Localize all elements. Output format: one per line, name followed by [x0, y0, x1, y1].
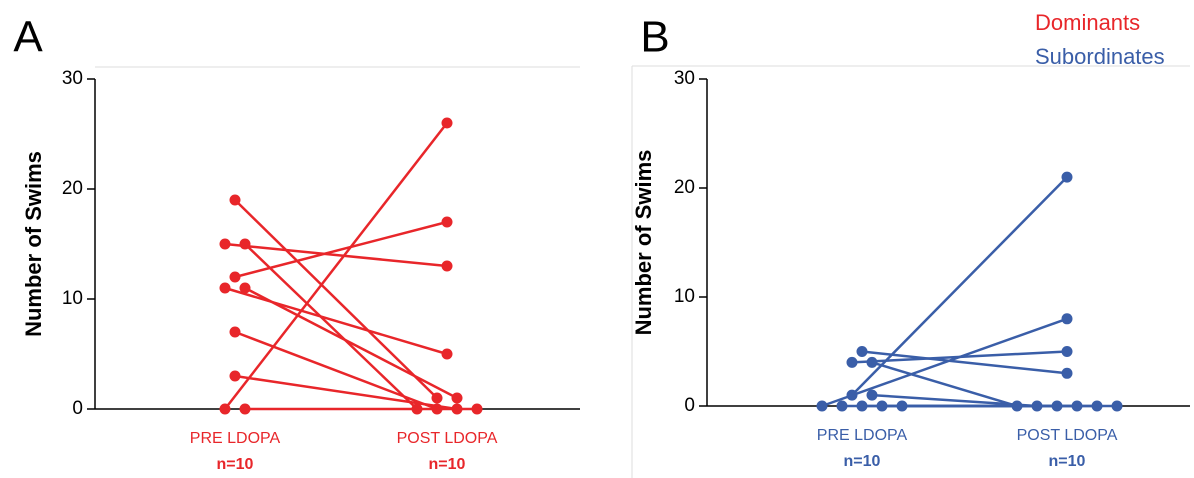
y-tick-label: 30: [674, 68, 695, 89]
data-point: [1051, 400, 1063, 412]
data-point: [856, 346, 868, 357]
data-point: [1061, 346, 1073, 357]
data-point: [876, 400, 888, 412]
pair-line: [871, 361, 1018, 408]
data-point: [411, 403, 423, 415]
y-tick-label: 0: [72, 398, 83, 419]
data-point: [229, 194, 241, 206]
panel-label: B: [640, 13, 669, 62]
y-axis-title: Number of Swims: [21, 151, 46, 337]
data-point: [431, 392, 443, 404]
data-point: [431, 403, 443, 415]
pair-line: [224, 122, 448, 410]
data-point: [1011, 400, 1023, 412]
data-point: [239, 403, 251, 415]
data-point: [856, 400, 868, 412]
data-point: [219, 403, 231, 415]
data-point: [229, 370, 241, 382]
data-point: [1061, 171, 1073, 183]
data-point: [441, 216, 453, 228]
data-point: [816, 400, 828, 412]
data-point: [1061, 313, 1073, 325]
y-tick-label: 30: [62, 68, 83, 89]
y-tick-label: 20: [674, 177, 695, 198]
sample-size: n=10: [1049, 453, 1086, 470]
pair-line: [871, 393, 1038, 408]
pair-line: [821, 317, 1068, 408]
data-point: [219, 238, 231, 250]
data-point: [836, 400, 848, 412]
y-axis-title: Number of Swims: [631, 150, 656, 336]
legend-entry: Dominants: [1035, 10, 1140, 35]
data-point: [441, 117, 453, 129]
pair-line: [851, 350, 1068, 364]
x-tick-label: POST LDOPA: [397, 430, 498, 447]
data-point: [441, 348, 453, 360]
sample-size: n=10: [429, 456, 466, 473]
data-point: [239, 282, 251, 294]
sample-size: n=10: [217, 456, 254, 473]
data-point: [896, 400, 908, 412]
data-point: [1061, 367, 1073, 379]
data-point: [866, 356, 878, 368]
data-point: [239, 238, 251, 250]
data-point: [866, 389, 878, 401]
legend-entry: Subordinates: [1035, 44, 1165, 69]
data-point: [1071, 400, 1083, 412]
pair-line: [851, 176, 1068, 396]
data-point: [1031, 400, 1043, 412]
pair-line: [861, 350, 1068, 375]
x-tick-label: PRE LDOPA: [190, 430, 281, 447]
data-point: [441, 260, 453, 272]
data-point: [451, 392, 463, 404]
data-point: [1111, 400, 1123, 412]
pair-line: [224, 242, 448, 268]
pair-line: [244, 286, 458, 400]
data-point: [471, 403, 483, 415]
x-tick-label: PRE LDOPA: [817, 427, 908, 444]
data-point: [229, 326, 241, 338]
data-point: [846, 389, 858, 401]
y-tick-label: 10: [62, 288, 83, 309]
data-point: [846, 356, 858, 368]
pair-line: [224, 286, 448, 356]
pair-line: [234, 374, 458, 411]
y-tick-label: 0: [684, 395, 695, 416]
y-tick-label: 20: [62, 178, 83, 199]
pair-line: [234, 199, 438, 399]
sample-size: n=10: [844, 453, 881, 470]
panel-label: A: [13, 13, 43, 62]
x-tick-label: POST LDOPA: [1017, 427, 1118, 444]
data-point: [229, 271, 241, 283]
data-point: [451, 403, 463, 415]
pair-line: [234, 330, 438, 411]
pair-line: [244, 243, 418, 410]
data-point: [219, 282, 231, 294]
data-point: [1091, 400, 1103, 412]
y-tick-label: 10: [674, 286, 695, 307]
